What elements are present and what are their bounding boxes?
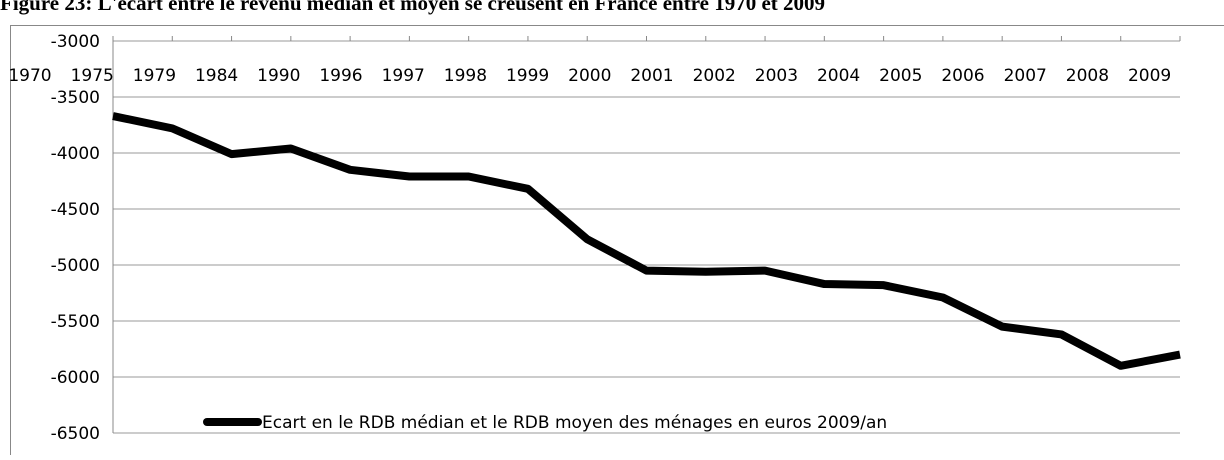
x-tick-label: 2000 bbox=[568, 66, 611, 86]
x-tick-label: 1996 bbox=[319, 66, 362, 86]
y-tick-label: -4500 bbox=[51, 200, 100, 220]
y-tick-label: -6000 bbox=[51, 368, 100, 388]
x-tick-label: 1999 bbox=[506, 66, 549, 86]
x-tick-label: 2009 bbox=[1128, 66, 1171, 86]
chart-title: Figure 23: L'écart entre le revenu média… bbox=[0, 0, 825, 15]
x-tick-label: 1997 bbox=[382, 66, 425, 86]
data-line bbox=[113, 116, 1180, 366]
y-tick-label: -5500 bbox=[51, 312, 100, 332]
legend-label: Ecart en le RDB médian et le RDB moyen d… bbox=[262, 413, 887, 433]
x-tick-label: 2008 bbox=[1066, 66, 1109, 86]
y-tick-label: -4000 bbox=[51, 144, 100, 164]
y-tick-label: -6500 bbox=[51, 424, 100, 444]
x-tick-label: 2002 bbox=[693, 66, 736, 86]
x-tick-label: 1998 bbox=[444, 66, 487, 86]
x-tick-label: 2005 bbox=[879, 66, 922, 86]
x-tick-label: 2006 bbox=[941, 66, 984, 86]
y-tick-label: -3500 bbox=[51, 88, 100, 108]
y-tick-label: -5000 bbox=[51, 256, 100, 276]
chart-border bbox=[11, 26, 1224, 456]
x-tick-label: 1984 bbox=[195, 66, 238, 86]
y-tick-label: -3000 bbox=[51, 32, 100, 52]
x-tick-label: 2007 bbox=[1004, 66, 1047, 86]
x-tick-label: 2004 bbox=[817, 66, 860, 86]
x-tick-label: 2003 bbox=[755, 66, 798, 86]
x-tick-label: 1979 bbox=[133, 66, 176, 86]
x-tick-label: 2001 bbox=[630, 66, 673, 86]
x-tick-label: 1970 bbox=[8, 66, 51, 86]
x-tick-label: 1990 bbox=[257, 66, 300, 86]
x-tick-label: 1975 bbox=[71, 66, 114, 86]
